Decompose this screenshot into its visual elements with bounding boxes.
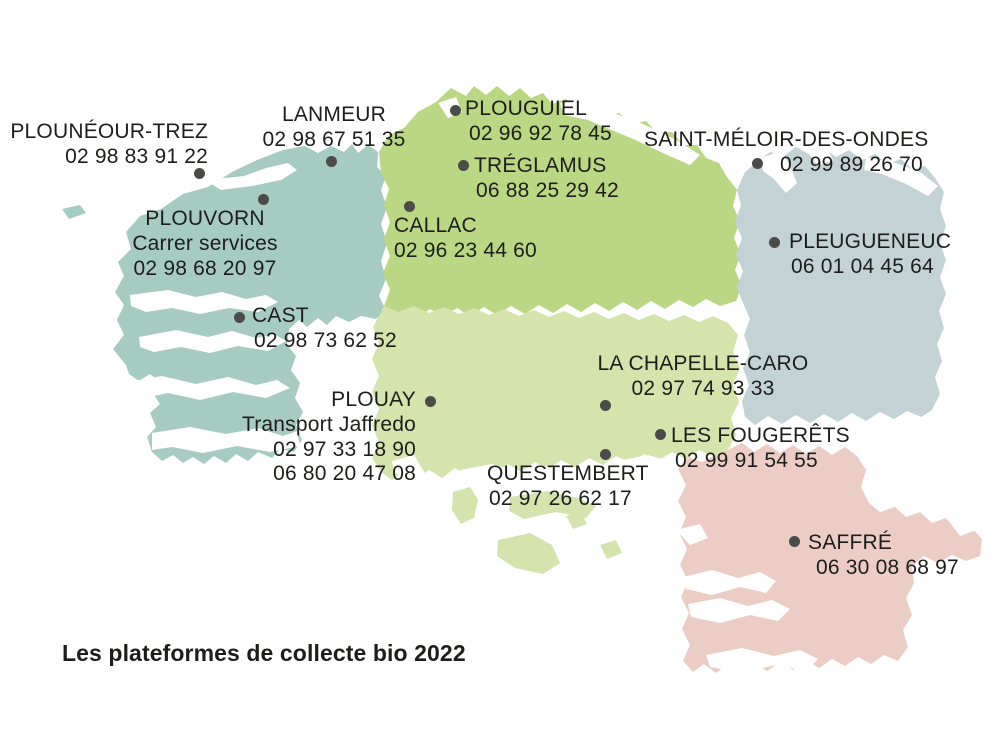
figure-caption: Les plateformes de collecte bio 2022 bbox=[62, 640, 466, 666]
site-label-plouneour-trez: PLOUNÉOUR-TREZ 02 98 83 91 22 bbox=[8, 120, 208, 170]
site-phone-treglamus: 06 88 25 29 42 bbox=[476, 178, 619, 202]
finistere-inlet-douarnenez bbox=[122, 376, 290, 400]
loire-atlantique-inlet-briere bbox=[683, 570, 776, 595]
site-label-questembert: QUESTEMBERT 02 97 26 62 17 bbox=[487, 462, 649, 512]
site-label-la-chapelle-caro: LA CHAPELLE-CARO 02 97 74 93 33 bbox=[588, 352, 818, 402]
site-sub-plouay: Transport Jaffredo bbox=[241, 412, 416, 436]
site-name-questembert: QUESTEMBERT bbox=[487, 462, 649, 485]
site-label-cast: CAST 02 98 73 62 52 bbox=[252, 304, 397, 354]
site-phone-lanmeur: 02 98 67 51 35 bbox=[262, 127, 406, 151]
site-phone-pleugueneuc: 06 01 04 45 64 bbox=[791, 254, 934, 278]
site-name-les-fougerets: LES FOUGERÊTS bbox=[671, 424, 850, 447]
site-name-la-chapelle-caro: LA CHAPELLE-CARO bbox=[597, 352, 809, 375]
marker-pleugueneuc[interactable] bbox=[769, 237, 780, 248]
site-phone-cast: 02 98 73 62 52 bbox=[254, 328, 397, 352]
marker-les-fougerets[interactable] bbox=[655, 429, 666, 440]
marker-plouguiel[interactable] bbox=[450, 105, 461, 116]
site-label-saint-meloir-des-ondes: SAINT-MÉLOIR-DES-ONDES 02 99 89 26 70 bbox=[644, 128, 928, 178]
site-label-plouguiel: PLOUGUIEL 02 96 92 78 45 bbox=[465, 97, 612, 147]
site-phone-les-fougerets: 02 99 91 54 55 bbox=[675, 448, 818, 472]
region-loire-atlantique bbox=[676, 443, 982, 673]
site-phone-callac: 02 96 23 44 60 bbox=[394, 238, 537, 262]
site-phone-plouay-1: 02 97 33 18 90 bbox=[273, 437, 416, 461]
site-sub-plouvorn: Carrer services bbox=[132, 231, 278, 255]
site-label-saffre: SAFFRÉ 06 30 08 68 97 bbox=[808, 531, 959, 581]
region-ille-et-vilaine bbox=[735, 145, 946, 425]
marker-treglamus[interactable] bbox=[458, 160, 469, 171]
loire-atlantique-inlet-loire bbox=[688, 598, 790, 623]
finistere-inlet-south bbox=[152, 427, 300, 453]
marker-plouvorn[interactable] bbox=[258, 194, 269, 205]
site-label-treglamus: TRÉGLAMUS 06 88 25 29 42 bbox=[474, 154, 619, 204]
site-phone-saffre: 06 30 08 68 97 bbox=[816, 555, 959, 579]
site-label-callac: CALLAC 02 96 23 44 60 bbox=[394, 214, 537, 264]
morbihan-island-belleile bbox=[497, 533, 560, 574]
loire-atlantique-notch-nw bbox=[676, 524, 708, 545]
site-name-saint-meloir-des-ondes: SAINT-MÉLOIR-DES-ONDES bbox=[644, 128, 929, 151]
site-label-pleugueneuc: PLEUGUENEUC 06 01 04 45 64 bbox=[789, 230, 951, 280]
region-morbihan bbox=[372, 306, 740, 574]
site-phone-questembert: 02 97 26 62 17 bbox=[489, 486, 632, 510]
region-morbihan-shape bbox=[372, 306, 740, 480]
marker-lanmeur[interactable] bbox=[326, 156, 337, 167]
morbihan-island-quiberon bbox=[452, 487, 478, 524]
region-finistere bbox=[62, 144, 387, 464]
marker-questembert[interactable] bbox=[600, 449, 611, 460]
finistere-inlet-crozon bbox=[139, 330, 286, 353]
loire-atlantique-notch-east bbox=[948, 515, 976, 536]
site-phone-plouvorn: 02 98 68 20 97 bbox=[133, 256, 277, 280]
site-name-plouneour-trez: PLOUNÉOUR-TREZ bbox=[10, 120, 208, 143]
morbihan-island-small-b bbox=[600, 540, 622, 559]
site-name-plouguiel: PLOUGUIEL bbox=[465, 97, 588, 120]
site-name-lanmeur: LANMEUR bbox=[281, 103, 387, 126]
marker-cast[interactable] bbox=[234, 312, 245, 323]
site-name-callac: CALLAC bbox=[394, 214, 477, 237]
site-phone-la-chapelle-caro: 02 97 74 93 33 bbox=[631, 376, 775, 400]
cotes-darmor-inlet-north bbox=[560, 99, 700, 165]
morbihan-inlet-golfe bbox=[460, 464, 584, 494]
site-label-les-fougerets: LES FOUGERÊTS 02 99 91 54 55 bbox=[671, 424, 850, 474]
site-name-plouvorn: PLOUVORN bbox=[145, 207, 265, 230]
site-name-plouay: PLOUAY bbox=[331, 388, 416, 411]
marker-callac[interactable] bbox=[404, 201, 415, 212]
region-ille-et-vilaine-shape bbox=[735, 147, 946, 425]
ille-et-vilaine-bay-mont bbox=[864, 157, 938, 196]
marker-saffre[interactable] bbox=[789, 536, 800, 547]
loire-atlantique-inlet-south bbox=[706, 648, 818, 673]
marker-saint-meloir-des-ondes[interactable] bbox=[752, 158, 763, 169]
site-name-cast: CAST bbox=[252, 304, 309, 327]
finistere-inlet-north bbox=[205, 163, 297, 190]
site-phone-plouneour-trez: 02 98 83 91 22 bbox=[65, 144, 208, 168]
site-phone-plouguiel: 02 96 92 78 45 bbox=[469, 121, 612, 145]
marker-plouay[interactable] bbox=[425, 396, 436, 407]
site-name-treglamus: TRÉGLAMUS bbox=[474, 154, 607, 177]
site-label-plouvorn: PLOUVORN Carrer services 02 98 68 20 97 bbox=[110, 207, 300, 281]
finistere-inlet-brest bbox=[130, 290, 278, 314]
marker-la-chapelle-caro[interactable] bbox=[600, 400, 611, 411]
marker-plouneour-trez[interactable] bbox=[194, 168, 205, 179]
site-phone-plouay-2: 06 80 20 47 08 bbox=[273, 462, 416, 486]
morbihan-inlet-etel bbox=[392, 455, 432, 494]
morbihan-island-small-a bbox=[566, 512, 587, 529]
site-label-lanmeur: LANMEUR 02 98 67 51 35 bbox=[258, 103, 410, 153]
site-name-saffre: SAFFRÉ bbox=[808, 531, 893, 554]
site-name-pleugueneuc: PLEUGUENEUC bbox=[789, 230, 952, 253]
site-phone-saint-meloir-des-ondes: 02 99 89 26 70 bbox=[780, 152, 923, 176]
finistere-islet bbox=[62, 205, 86, 219]
ille-et-vilaine-inlet-cancale bbox=[806, 145, 833, 166]
ille-et-vilaine-inlet-rance bbox=[761, 151, 797, 193]
morbihan-peninsula-rhuys bbox=[509, 491, 596, 519]
region-cotes-darmor bbox=[379, 86, 742, 318]
site-label-plouay: PLOUAY Transport Jaffredo 02 97 33 18 90… bbox=[210, 388, 416, 487]
